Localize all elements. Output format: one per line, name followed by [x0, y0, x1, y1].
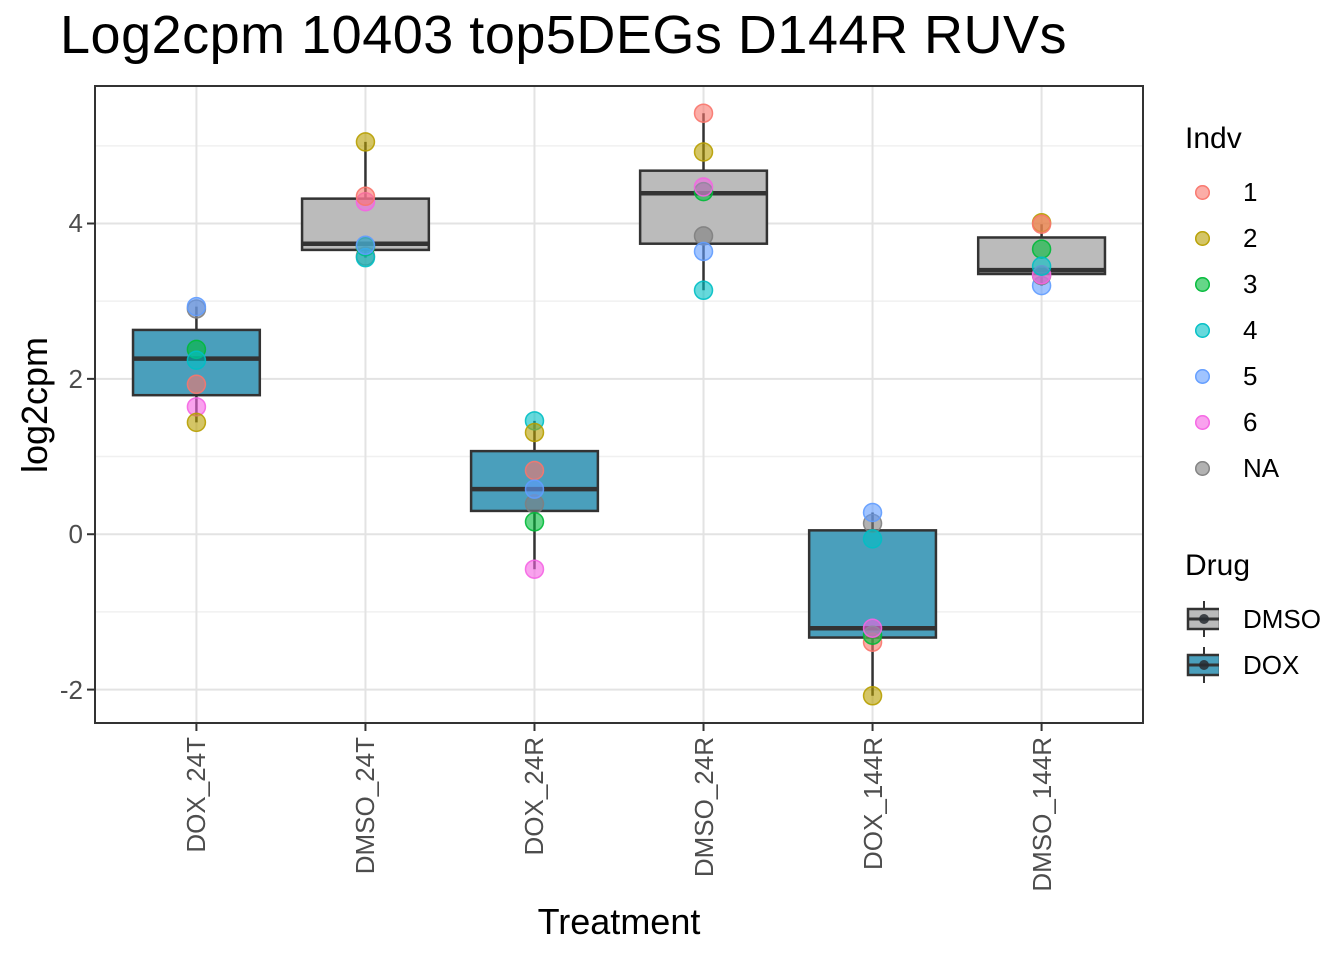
legend-point-swatch [1194, 230, 1210, 246]
x-category-label-DOX_144R: DOX_144R [857, 737, 888, 870]
point-indv-2 [186, 412, 207, 433]
point-indv-3 [1031, 239, 1052, 259]
legend-indv-label: 2 [1243, 222, 1258, 253]
point-indv-3 [524, 512, 545, 532]
legend-boxplot-icon [1185, 645, 1219, 685]
legend-indv-label: 5 [1243, 360, 1258, 391]
point-indv-2 [355, 132, 376, 152]
legend-point-icon [1185, 276, 1219, 292]
point-indv-1 [1031, 214, 1052, 235]
point-indv-4 [862, 529, 883, 549]
point-indv-6 [693, 177, 714, 197]
legend-indv-item-4: 4 [1185, 307, 1279, 353]
y-axis-title: log2cpm [14, 336, 55, 474]
x-category-label-DMSO_24T: DMSO_24T [350, 737, 381, 875]
point-indv-5 [862, 502, 883, 523]
legend-drug: Drug DMSO DOX [1185, 549, 1321, 688]
legend-point-icon [1185, 184, 1219, 200]
legend-indv-item-5: 5 [1185, 353, 1279, 399]
legend-point-icon [1185, 414, 1219, 430]
point-indv-6 [524, 559, 545, 579]
legend-indv-title: Indv [1185, 122, 1242, 155]
boxplot-key-glyph [1186, 601, 1219, 637]
x-axis-title: Treatment [537, 901, 701, 942]
legend-point-icon [1185, 460, 1219, 476]
chart-title: Log2cpm 10403 top5DEGs D144R RUVs [60, 5, 1068, 65]
legend-indv-item-NA: NA [1185, 445, 1279, 491]
legend-drug-label: DMSO [1243, 603, 1321, 634]
legend-indv-label: 1 [1243, 176, 1258, 207]
point-indv-2 [693, 142, 714, 162]
point-indv-2 [524, 422, 545, 443]
legend-point-swatch [1194, 322, 1210, 338]
y-tick-label: 0 [68, 519, 83, 550]
point-indv-5 [693, 241, 714, 262]
legend-indv-item-2: 2 [1185, 215, 1279, 261]
boxplot-key-glyph [1186, 647, 1219, 683]
point-indv-6 [862, 618, 883, 638]
point-indv-1 [524, 460, 545, 481]
legend-point-swatch [1194, 184, 1210, 200]
legend-point-swatch [1194, 460, 1210, 476]
legend-indv-label: NA [1243, 452, 1280, 483]
legend-point-swatch [1194, 276, 1210, 292]
legend-indv-items: 1 2 3 4 5 6 NA [1185, 169, 1279, 491]
point-indv-5 [524, 479, 545, 499]
x-category-label-DMSO_144R: DMSO_144R [1026, 737, 1057, 892]
x-category-label-DMSO_24R: DMSO_24R [688, 737, 719, 878]
legend-drug-items: DMSO DOX [1185, 596, 1321, 688]
y-tick-label: 2 [68, 363, 83, 394]
x-category-label-DOX_24T: DOX_24T [181, 737, 212, 853]
point-indv-4 [186, 350, 207, 370]
legend-drug-item-DMSO: DMSO [1185, 596, 1321, 642]
point-indv-1 [693, 103, 714, 123]
y-tick-label: 4 [68, 208, 83, 239]
legend-indv-label: 6 [1243, 406, 1258, 437]
point-indv-4 [693, 280, 714, 301]
legend-drug-title: Drug [1185, 549, 1251, 582]
legend-indv-label: 4 [1243, 314, 1258, 345]
legend-indv-label: 3 [1243, 268, 1258, 299]
legend-point-icon [1185, 322, 1219, 338]
legend-drug-label: DOX [1243, 649, 1300, 680]
legend-point-swatch [1194, 368, 1210, 384]
legend-point-icon [1185, 230, 1219, 246]
legend-point-icon [1185, 368, 1219, 384]
x-category-label-DOX_24R: DOX_24R [519, 737, 550, 856]
point-indv-1 [186, 374, 207, 395]
legend-indv-item-3: 3 [1185, 261, 1279, 307]
legend-point-swatch [1194, 414, 1210, 430]
point-indv-4 [1031, 256, 1052, 276]
point-indv-2 [862, 686, 883, 706]
legend-drug-item-DOX: DOX [1185, 642, 1321, 688]
panel-border [94, 85, 1144, 724]
point-indv-5 [186, 296, 207, 317]
y-tick-label: -2 [59, 674, 83, 705]
legend-indv: Indv 1 2 3 4 5 6 NA [1185, 122, 1279, 491]
legend-indv-item-1: 1 [1185, 169, 1279, 215]
point-indv-5 [355, 235, 376, 255]
point-indv-1 [355, 186, 376, 207]
legend-boxplot-icon [1185, 599, 1219, 639]
legend-indv-item-6: 6 [1185, 399, 1279, 445]
panel-background [95, 86, 1143, 723]
